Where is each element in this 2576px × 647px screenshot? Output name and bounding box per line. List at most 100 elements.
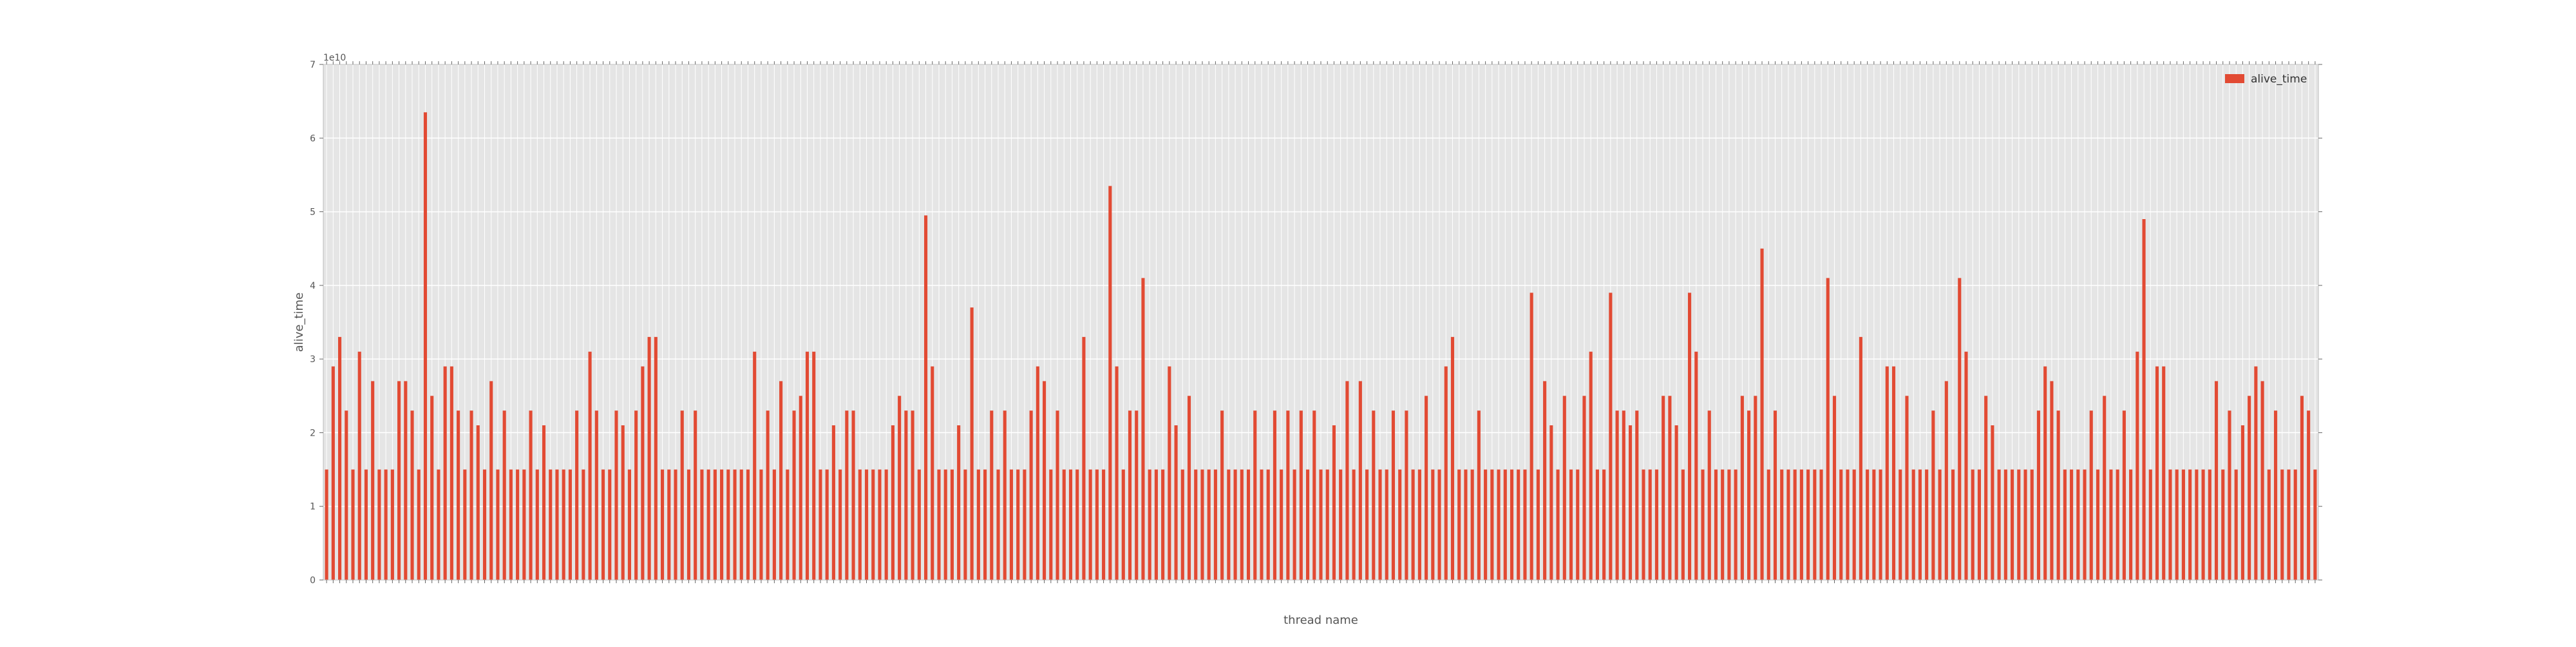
bar [1233,469,1237,580]
bar [1754,396,1757,580]
bar [1740,396,1744,580]
bar [904,410,908,580]
bar [878,469,882,580]
bar [1654,469,1659,580]
y-axis-multiplier: 1e10 [323,53,346,63]
bar [1378,469,1382,580]
bar [437,469,440,580]
bar [1148,469,1151,580]
bar [1417,469,1421,580]
bar [891,425,895,580]
bar [1161,469,1165,580]
bar [1003,410,1007,580]
bar [377,469,381,580]
bar [516,469,520,580]
bar [838,469,842,580]
bar [1102,469,1106,580]
bar [1056,410,1059,580]
bar [2293,469,2297,580]
bar [430,396,434,580]
bar [1385,469,1388,580]
bar [423,112,428,581]
bar [2030,469,2034,580]
bar [1991,425,1994,580]
bar [970,307,974,580]
bar [594,410,598,580]
bar [1662,396,1665,580]
bar [845,410,849,580]
bar [1121,469,1125,580]
bar [2116,469,2119,580]
bar [1444,366,1448,580]
bar [1128,410,1132,580]
bar [1470,469,1474,580]
bar [680,410,684,580]
y-tick-label: 7 [310,60,316,70]
bar [976,469,980,580]
y-tick-label: 3 [310,354,316,365]
bar [562,469,565,580]
bar [1839,469,1843,580]
bar [753,351,757,580]
bar [1971,469,1975,580]
bar [1484,469,1488,580]
bar [1813,469,1817,580]
bar [1332,425,1336,580]
bar [1562,396,1566,580]
bar [1766,469,1770,580]
bar [983,469,987,580]
bar [1642,469,1645,580]
bar [2083,469,2087,580]
bar [345,410,348,580]
bar [2076,469,2080,580]
bar [1925,469,1929,580]
bar [549,469,553,580]
bar [1938,469,1942,580]
bar [621,425,625,580]
bar [1398,469,1402,580]
bar [1688,293,1692,580]
bar [1305,469,1310,580]
bar [2162,366,2166,580]
bar [2050,381,2054,580]
y-tick-label: 0 [310,575,316,586]
bar [1490,469,1494,580]
bar [779,381,783,580]
bar [687,469,691,580]
bar [661,469,665,580]
y-tick-label: 2 [310,428,316,438]
bar [1602,469,1606,580]
bar [2221,469,2225,580]
bar [1266,469,1270,580]
bar [739,469,743,580]
bar [1023,469,1027,580]
bar [1108,186,1112,581]
bar [1095,469,1099,580]
x-axis-label: thread name [1283,613,1358,627]
bar [1510,469,1514,580]
bar [2109,469,2113,580]
bar [1872,469,1876,580]
bar [2175,469,2179,580]
bar [1437,469,1441,580]
bar [1911,469,1915,580]
bar [713,469,717,580]
bar [1240,469,1244,580]
bar [364,469,368,580]
bar [384,469,388,580]
bar [588,351,592,580]
bar [1793,469,1797,580]
bar [397,381,401,580]
bar [2023,469,2027,580]
bar [1832,396,1837,580]
bar [950,469,954,580]
bar [2056,410,2060,580]
bar [1951,469,1955,580]
bar [2122,410,2126,580]
bar [694,410,697,580]
bar [1187,396,1191,580]
bar [1220,410,1224,580]
bar [2240,425,2244,580]
bar [2148,469,2152,580]
